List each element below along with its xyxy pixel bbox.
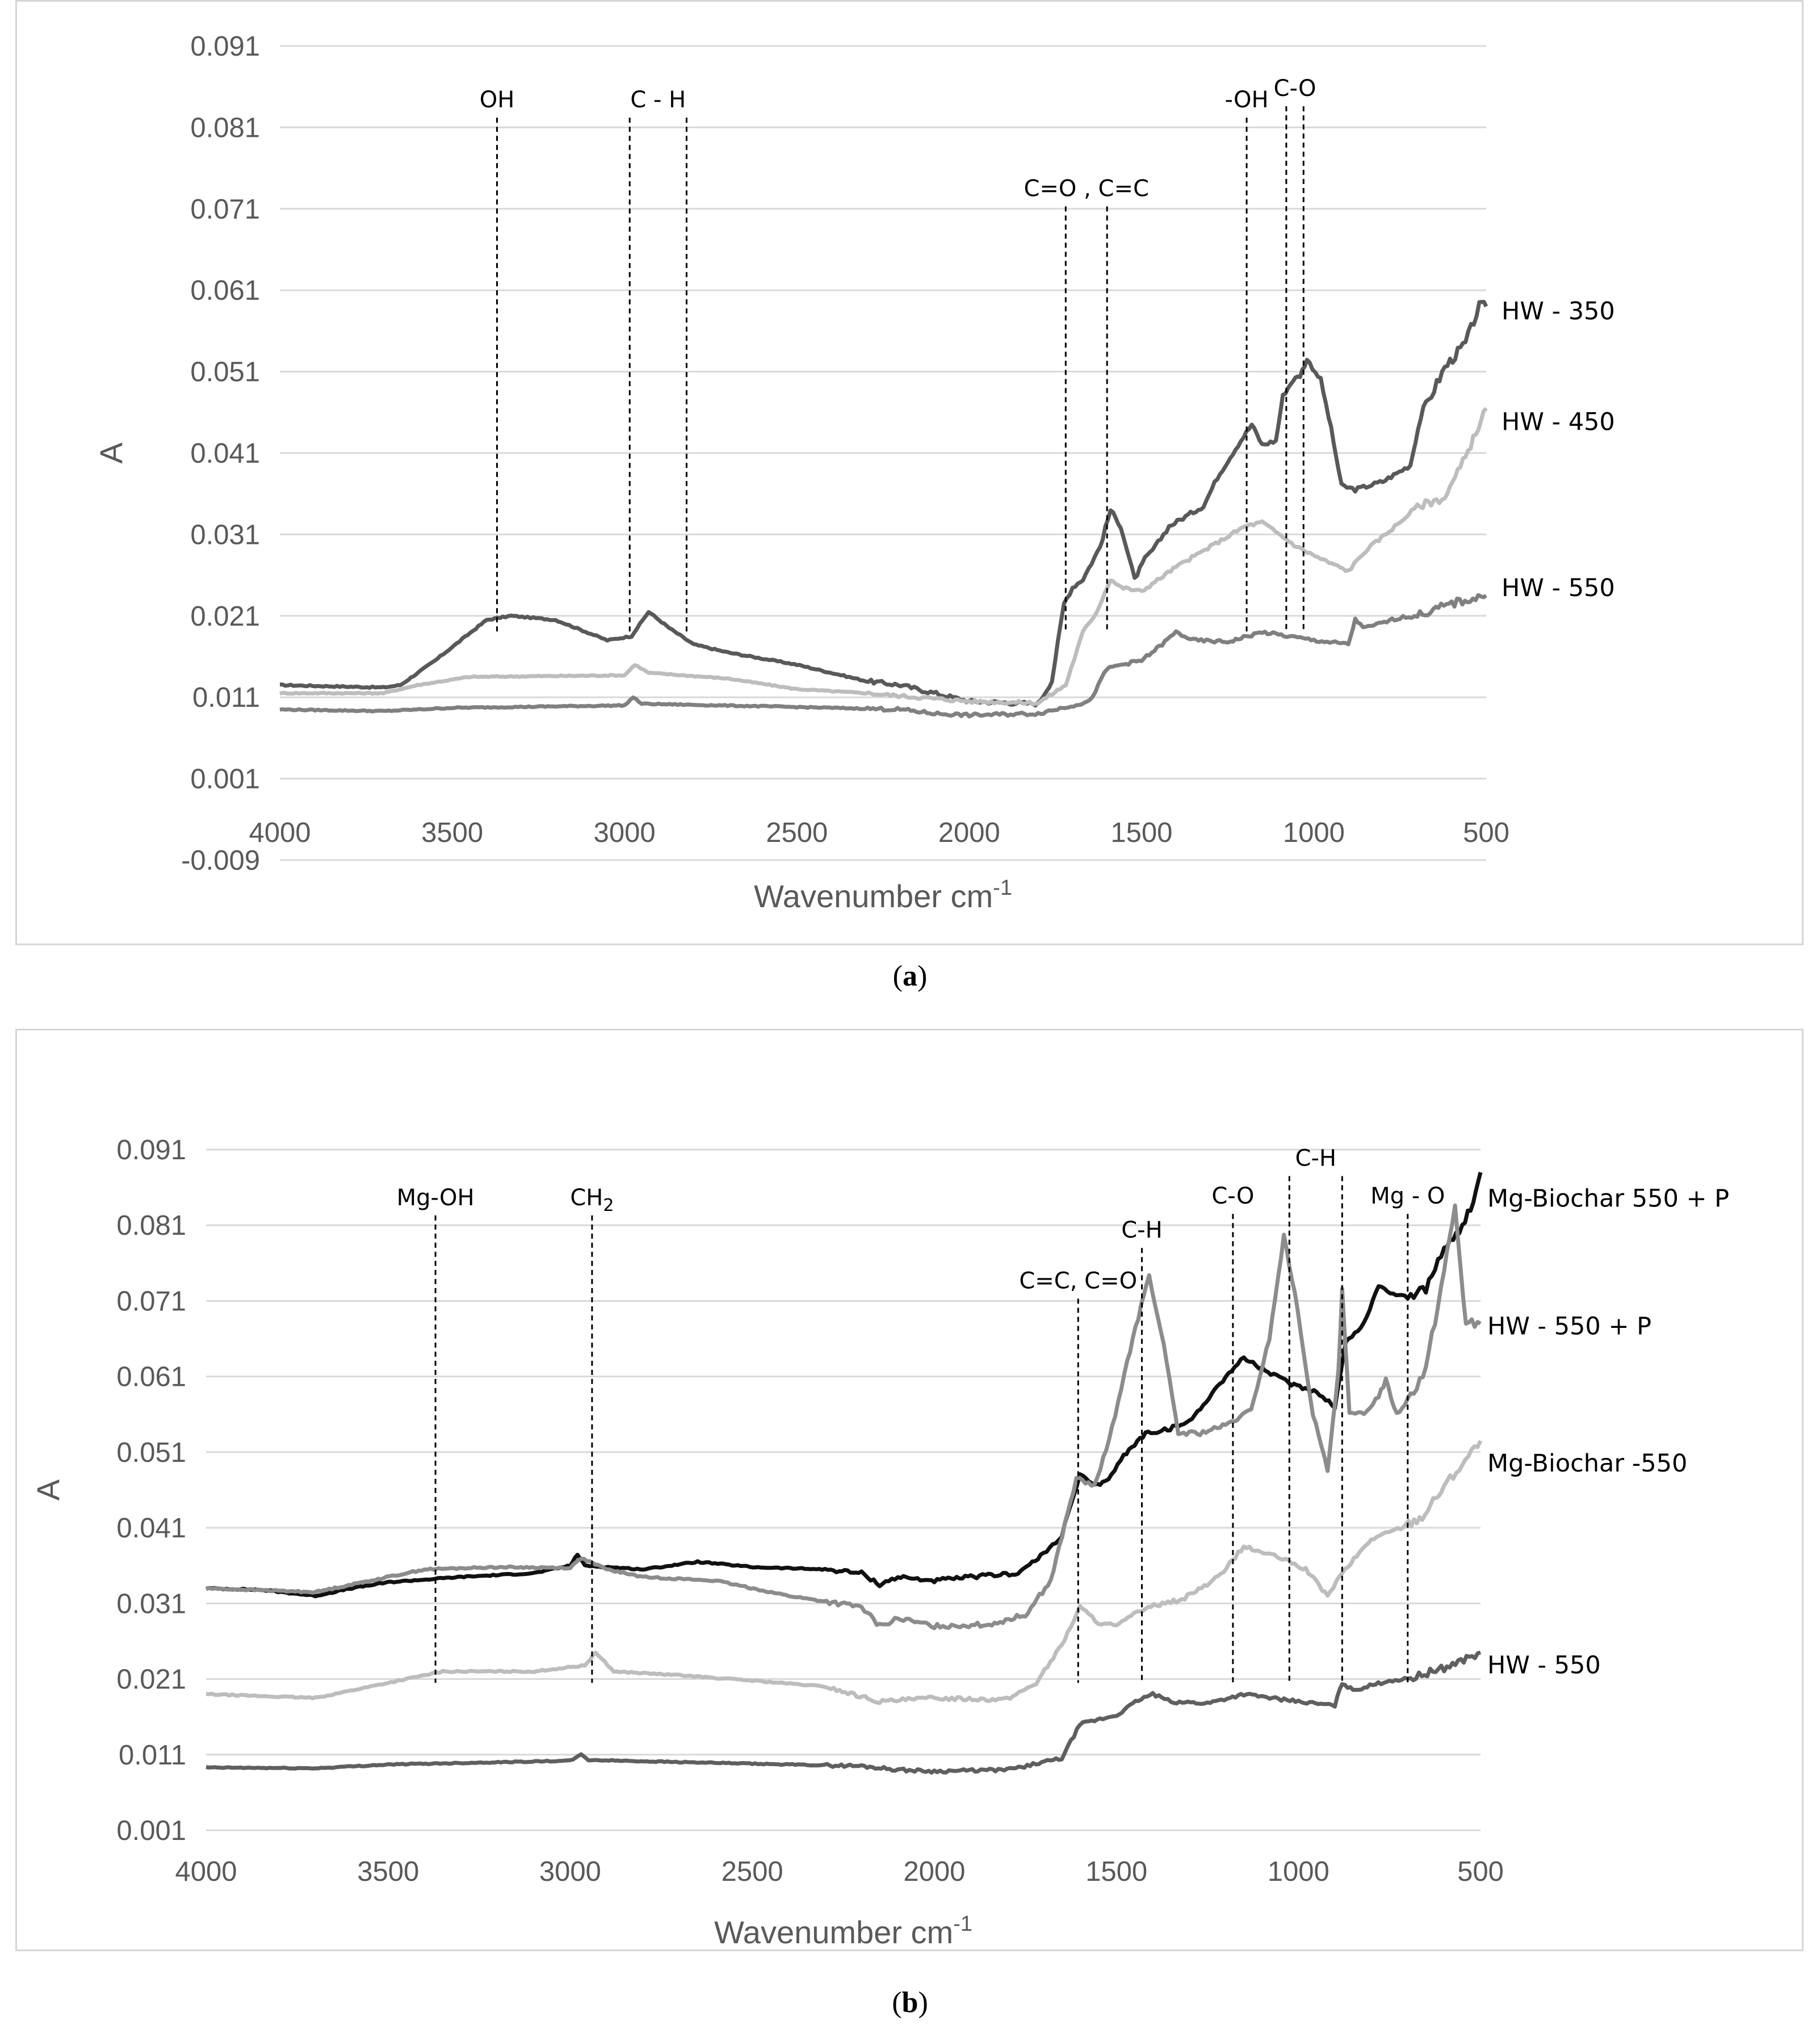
annotation-label: C-H — [1295, 1146, 1336, 1172]
y-tick-label: 0.001 — [116, 1816, 186, 1846]
x-axis-title: Wavenumber cm-1 — [714, 1912, 972, 1950]
series-label: HW - 550 — [1502, 574, 1615, 602]
annotation-label: Mg - O — [1370, 1183, 1445, 1209]
y-axis-title: A — [30, 1479, 66, 1500]
y-tick-label: 0.091 — [116, 1135, 186, 1166]
y-tick-label: 0.011 — [119, 1740, 186, 1771]
annotation-label: C-H — [1121, 1217, 1162, 1243]
annotation-label: Mg-OH — [397, 1185, 475, 1211]
x-tick-label: 500 — [1457, 1856, 1504, 1887]
chart-panel-b: 0.091 0.081 0.071 0.061 0.051 0.041 0.031 0.021… — [15, 1029, 1804, 1951]
annotation-label: C=C, C=O — [1019, 1268, 1137, 1294]
x-tick-label: 3000 — [539, 1856, 601, 1887]
annotation-label: -OH — [1224, 87, 1268, 113]
x-tick-label: 1000 — [1268, 1856, 1330, 1887]
caption-b: (b) — [892, 1986, 928, 2019]
y-tick-label: 0.081 — [190, 112, 260, 143]
x-tick-label: 2500 — [766, 818, 828, 848]
series-line — [279, 406, 1488, 707]
series-label: HW - 450 — [1502, 408, 1615, 437]
x-axis-title-sup: -1 — [953, 1912, 972, 1936]
series-line — [206, 1650, 1481, 1775]
x-tick-label: 1500 — [1085, 1856, 1147, 1887]
y-tick-label: 0.041 — [190, 438, 260, 469]
caption-a: (a) — [892, 960, 928, 992]
x-tick-label: 2500 — [722, 1856, 783, 1887]
series-line — [206, 1440, 1483, 1705]
x-tick-label: 3000 — [594, 818, 656, 848]
annotation-label: OH — [480, 87, 515, 113]
annotation-label: C-O — [1211, 1183, 1254, 1209]
series-label: Mg-Biochar 550 + P — [1487, 1185, 1729, 1213]
annotation-label: CH2 — [570, 1185, 614, 1215]
y-tick-label: 0.071 — [116, 1286, 186, 1317]
y-tick-label: 0.081 — [116, 1210, 186, 1241]
x-tick-label: 2000 — [903, 1856, 965, 1887]
annotation-sub: 2 — [603, 1196, 614, 1215]
x-tick-label: 1500 — [1110, 818, 1172, 848]
series-label: HW - 550 — [1487, 1651, 1601, 1680]
series-line — [279, 593, 1487, 719]
series-line — [206, 1172, 1483, 1599]
series-label: HW - 350 — [1502, 297, 1615, 325]
y-tick-label: 0.061 — [190, 275, 260, 306]
y-tick-label: 0.011 — [192, 682, 260, 713]
y-tick-label: 0.071 — [190, 194, 260, 225]
x-tick-label: 4000 — [249, 818, 311, 848]
chart-panel-a: 0.091 0.081 0.071 0.061 0.051 0.041 0.031 0.021… — [15, 0, 1804, 945]
y-tick-label: 0.031 — [116, 1588, 186, 1619]
x-tick-label: 4000 — [175, 1856, 237, 1887]
y-axis-title: A — [93, 442, 129, 464]
x-axis-title: Wavenumber cm-1 — [754, 876, 1012, 914]
x-tick-label: 1000 — [1283, 818, 1345, 848]
y-tick-label: 0.091 — [190, 31, 260, 62]
chart-a-svg: 0.091 0.081 0.071 0.061 0.051 0.041 0.031 0.021… — [93, 31, 1615, 914]
series-label: Mg-Biochar -550 — [1487, 1449, 1687, 1478]
y-tick-label: 0.031 — [190, 519, 260, 550]
y-tick-label: 0.051 — [116, 1437, 186, 1468]
y-tick-label: 0.021 — [116, 1665, 186, 1695]
y-tick-label: 0.051 — [190, 357, 260, 388]
y-tick-label: 0.001 — [190, 764, 260, 795]
y-tick-label: 0.061 — [116, 1362, 186, 1393]
x-tick-label: 500 — [1463, 818, 1509, 848]
annotation-label: C-O — [1274, 76, 1316, 102]
annotation-label: C=O , C=C — [1024, 175, 1148, 202]
chart-b-svg: 0.091 0.081 0.071 0.061 0.051 0.041 0.031 0.021… — [30, 1135, 1729, 1950]
series-line — [280, 300, 1488, 708]
x-tick-label: 3500 — [421, 818, 483, 848]
series-line — [206, 1203, 1482, 1630]
annotation-label: C - H — [630, 87, 686, 113]
series-label: HW - 550 + P — [1487, 1313, 1651, 1341]
x-tick-label: 2000 — [938, 818, 1000, 848]
y-tick-label: 0.021 — [190, 601, 260, 632]
y-tick-label: -0.009 — [181, 845, 260, 876]
x-tick-label: 3500 — [357, 1856, 419, 1887]
y-tick-label: 0.041 — [116, 1513, 186, 1544]
x-axis-title-sup: -1 — [993, 876, 1012, 900]
